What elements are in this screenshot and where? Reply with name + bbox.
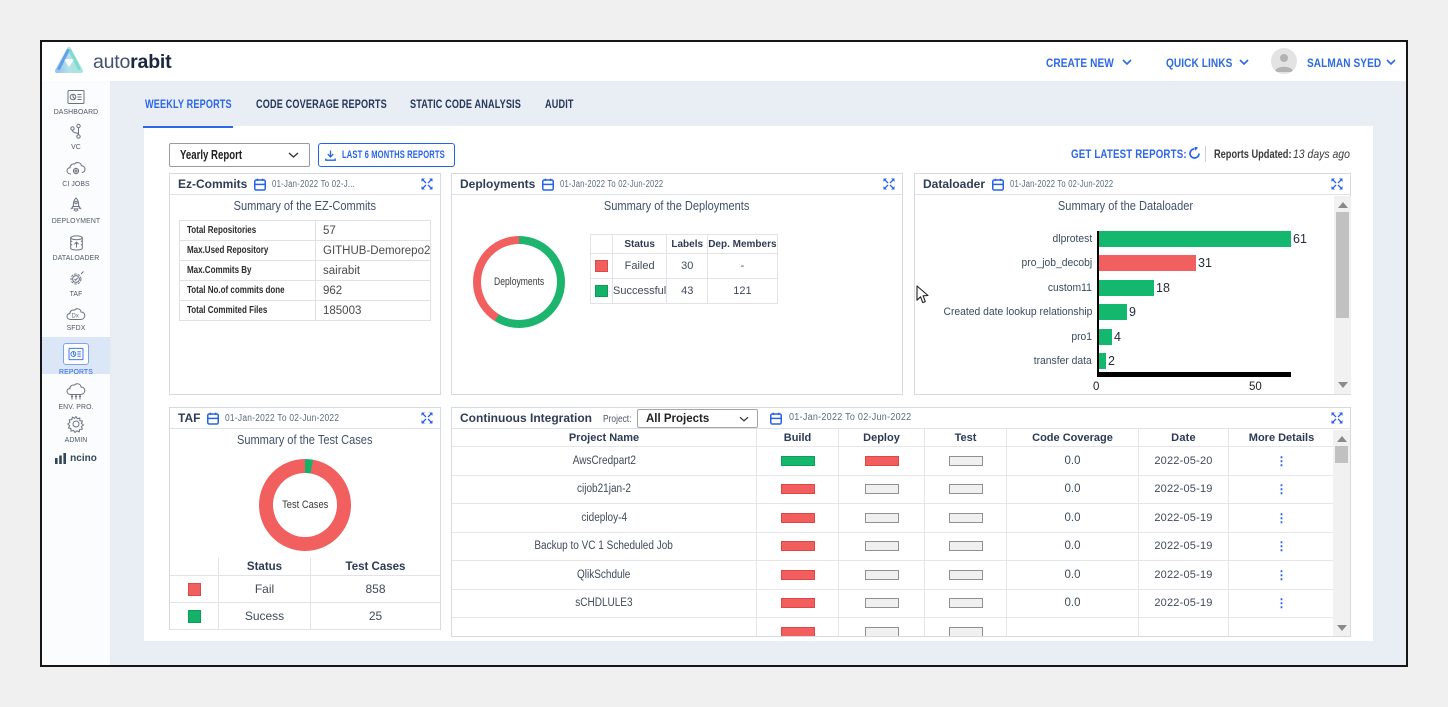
svg-text:Dx: Dx	[72, 314, 79, 320]
